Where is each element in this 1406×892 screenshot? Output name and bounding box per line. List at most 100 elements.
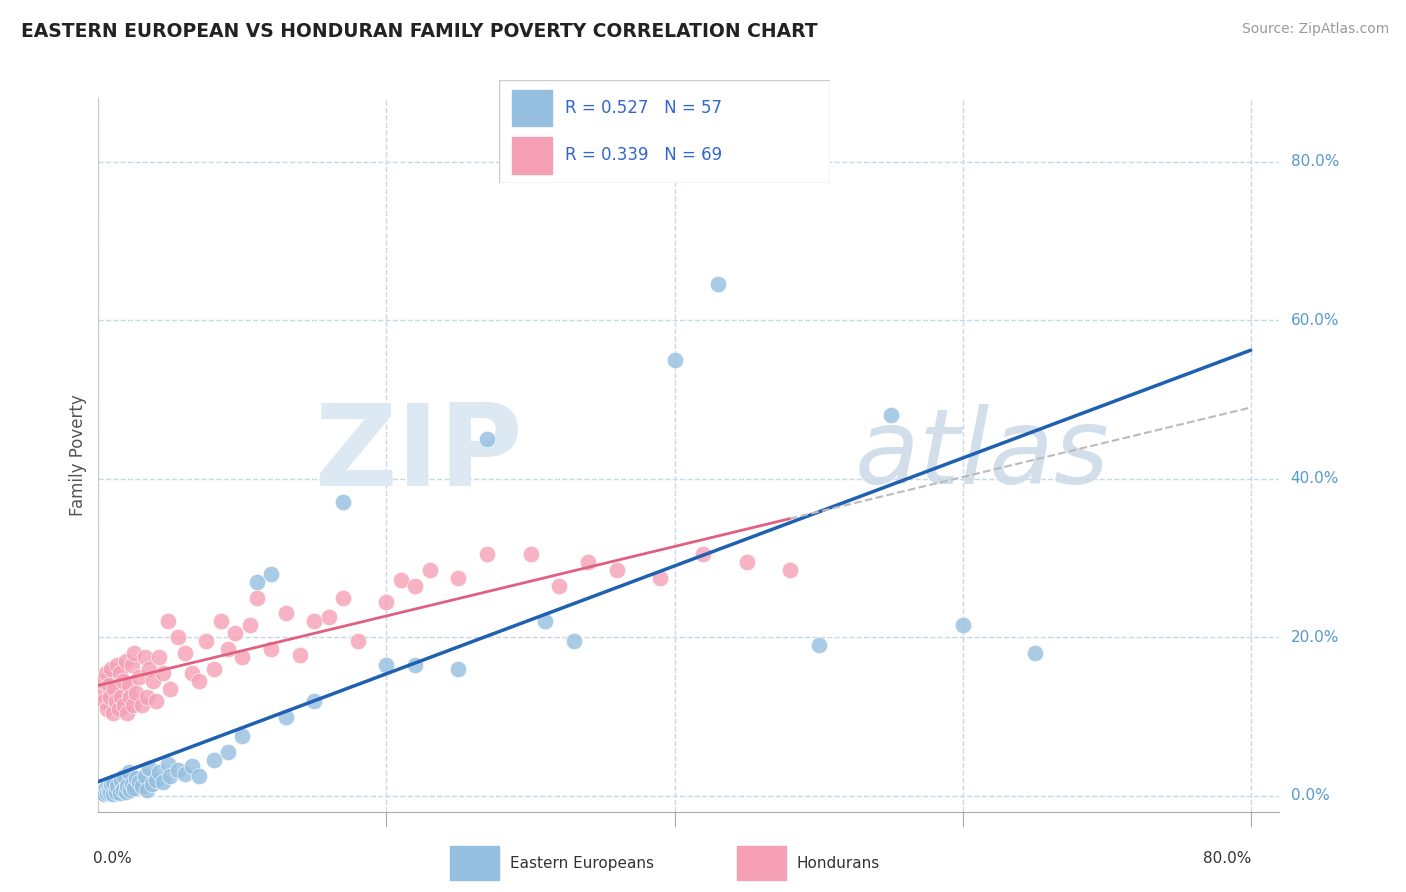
Text: R = 0.527   N = 57: R = 0.527 N = 57 xyxy=(565,99,723,117)
Point xyxy=(105,780,128,794)
Point xyxy=(108,787,131,801)
Point xyxy=(122,698,145,712)
Point xyxy=(124,646,146,660)
Point xyxy=(156,757,179,772)
Point xyxy=(166,630,188,644)
Bar xyxy=(512,89,553,127)
Bar xyxy=(737,846,786,880)
Point xyxy=(217,745,239,759)
Point xyxy=(195,634,218,648)
Point xyxy=(110,772,132,787)
Point xyxy=(96,787,118,801)
Point xyxy=(246,591,269,605)
Point xyxy=(131,698,153,712)
Bar xyxy=(450,846,499,880)
Text: 0.0%: 0.0% xyxy=(93,851,131,866)
Point xyxy=(288,648,311,662)
Text: R = 0.339   N = 69: R = 0.339 N = 69 xyxy=(565,146,723,164)
Point xyxy=(260,566,283,581)
Point xyxy=(159,769,181,783)
Point xyxy=(138,662,160,676)
Point xyxy=(111,673,134,688)
Text: 80.0%: 80.0% xyxy=(1291,154,1339,169)
Point xyxy=(118,678,141,692)
Point xyxy=(318,610,340,624)
Point xyxy=(188,673,211,688)
Point xyxy=(375,658,398,673)
Point xyxy=(562,634,585,648)
Point xyxy=(779,563,801,577)
Point xyxy=(134,650,156,665)
Point xyxy=(112,769,135,783)
Point xyxy=(91,673,114,688)
Point xyxy=(260,642,283,657)
Point xyxy=(125,772,148,786)
Point xyxy=(224,626,246,640)
Point xyxy=(181,758,204,772)
Point xyxy=(389,573,412,587)
Point xyxy=(692,547,714,561)
Point xyxy=(419,563,441,577)
Point xyxy=(879,409,901,423)
Point xyxy=(239,618,262,632)
Point xyxy=(477,547,499,561)
Point xyxy=(202,662,225,676)
Point xyxy=(664,352,686,367)
Point xyxy=(114,785,136,799)
Point xyxy=(209,615,232,629)
Point xyxy=(447,662,470,676)
Point xyxy=(246,574,269,589)
Text: 0.0%: 0.0% xyxy=(1291,789,1329,804)
Point xyxy=(100,777,122,791)
Point xyxy=(94,780,117,795)
Point xyxy=(346,634,368,648)
Point xyxy=(606,563,628,577)
Text: ZIP: ZIP xyxy=(315,400,523,510)
Point xyxy=(404,658,426,673)
Point xyxy=(108,665,131,680)
Point xyxy=(274,709,297,723)
Point xyxy=(98,690,121,704)
Point xyxy=(148,765,170,780)
Point xyxy=(120,690,142,704)
Point xyxy=(231,730,253,744)
Point xyxy=(145,772,167,787)
Point xyxy=(107,701,129,715)
Point xyxy=(111,782,134,797)
Point xyxy=(110,690,132,704)
Point xyxy=(124,780,146,795)
Bar xyxy=(512,136,553,174)
Point xyxy=(332,495,354,509)
Text: 80.0%: 80.0% xyxy=(1202,851,1251,866)
Point xyxy=(735,555,758,569)
Point xyxy=(706,277,728,292)
Text: Hondurans: Hondurans xyxy=(797,855,880,871)
Point xyxy=(104,694,127,708)
Point xyxy=(93,787,115,801)
Point xyxy=(97,678,120,692)
Point xyxy=(100,662,122,676)
Point xyxy=(548,579,571,593)
Point xyxy=(304,615,326,629)
Point xyxy=(101,774,124,789)
Point xyxy=(128,670,150,684)
Point xyxy=(375,594,398,608)
Point xyxy=(145,694,167,708)
Point xyxy=(173,646,195,660)
Point xyxy=(90,785,112,799)
Point xyxy=(519,547,541,561)
Point xyxy=(152,774,174,789)
Point xyxy=(807,638,830,652)
FancyBboxPatch shape xyxy=(499,80,830,183)
Point xyxy=(115,706,138,720)
Point xyxy=(173,766,195,780)
Point xyxy=(152,665,174,680)
Point xyxy=(217,642,239,657)
Point xyxy=(274,607,297,621)
Point xyxy=(131,780,153,794)
Text: Source: ZipAtlas.com: Source: ZipAtlas.com xyxy=(1241,22,1389,37)
Point xyxy=(202,753,225,767)
Point xyxy=(136,782,159,797)
Point xyxy=(576,555,599,569)
Point xyxy=(105,658,128,673)
